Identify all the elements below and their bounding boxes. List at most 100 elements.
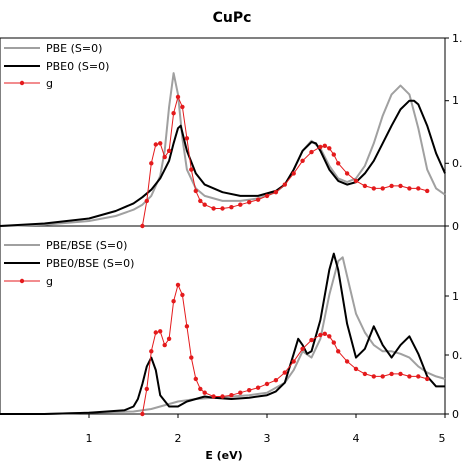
panel-1-series-2-point-12 [193, 376, 198, 382]
panel-1-series-2-point-40 [416, 374, 421, 379]
panel-0-series-2-point-15 [211, 206, 216, 211]
panel-0-series-2-point-23 [282, 182, 287, 187]
panel-0-series-2-point-29 [327, 146, 332, 151]
bottom-panel-ytick-0: 0 [452, 408, 459, 421]
panel-1-series-2-point-11 [189, 355, 194, 360]
panel-0-series-2-point-36 [380, 186, 385, 191]
panel-0-series-0-line [0, 72, 446, 227]
panel-0-series-2-point-10 [184, 136, 190, 141]
x-tick-1: 1 [86, 432, 93, 445]
legend-label-g: g [46, 77, 53, 90]
x-axis-label: E (eV) [205, 449, 242, 462]
panel-1-series-1-line [0, 252, 445, 415]
panel-1-series-2-point-27 [318, 332, 323, 338]
top-panel-ytick-3: 1. [452, 32, 463, 45]
panel-1-series-2-point-13 [198, 386, 203, 392]
x-tick-4: 4 [353, 432, 360, 445]
panel-1-series-2-point-1 [144, 386, 149, 392]
panel-1-series-2-point-14 [202, 390, 207, 395]
panel-0-series-2-point-11 [189, 167, 194, 172]
panel-0-series-2-point-38 [398, 183, 403, 189]
panel-1-series-2-point-22 [273, 378, 279, 383]
panel-1-series-2-point-35 [371, 374, 376, 379]
panel-1-series-2-point-0 [140, 411, 145, 417]
panel-0-series-2-point-8 [175, 94, 181, 100]
panel-0-series-2-point-20 [255, 197, 261, 202]
panel-0-series-2-point-16 [220, 206, 225, 211]
panel-0-series-2-point-35 [371, 186, 376, 191]
top-panel-plot [0, 72, 446, 229]
panel-1-series-2-point-29 [327, 334, 332, 339]
panel-1-series-2-point-31 [336, 349, 341, 354]
panel-0-series-2-point-31 [336, 161, 341, 166]
panel-1-series-2-point-7 [171, 299, 176, 304]
panel-0-series-2-point-17 [229, 205, 234, 210]
x-tick-3: 3 [264, 432, 271, 445]
right-axis-ticks [445, 37, 449, 415]
panel-0-series-2-point-3 [153, 142, 158, 147]
legend-label-pbe-bse: PBE/BSE (S=0) [46, 239, 127, 252]
panel-1-series-2-point-2 [149, 349, 154, 354]
panel-0-series-2-point-13 [198, 198, 203, 204]
panel-1-series-2-point-8 [175, 282, 181, 288]
bottom-panel-frame [0, 225, 446, 415]
panel-0-series-2-point-6 [166, 148, 172, 153]
panel-1-series-2-point-16 [220, 394, 225, 399]
panel-0-series-2-point-18 [238, 202, 243, 207]
panel-0-series-2-point-34 [362, 183, 368, 189]
legend-label-pbe0-bse: PBE0/BSE (S=0) [46, 257, 134, 270]
panel-1-series-2-point-15 [211, 394, 216, 399]
panel-0-series-2-point-22 [273, 190, 279, 195]
bottom-panel-ytick-2: 1 [452, 290, 459, 303]
top-panel-ytick-1: 0. [452, 157, 463, 170]
panel-1-series-2-point-30 [331, 340, 336, 345]
panel-0-series-1-line [0, 99, 446, 227]
legend-label-pbe: PBE (S=0) [46, 42, 102, 55]
panel-0-series-2-point-4 [158, 141, 163, 146]
bottom-panel-legend: PBE/BSE (S=0) PBE0/BSE (S=0) g [4, 239, 134, 288]
panel-0-series-2-point-25 [300, 158, 305, 163]
panel-1-series-2-point-6 [166, 336, 172, 341]
panel-0-series-2-point-28 [322, 143, 327, 148]
panel-0-series-2-point-19 [247, 200, 252, 205]
chart-title: CuPc [213, 10, 252, 26]
top-panel-ytick-0: 0 [452, 220, 459, 233]
panel-1-series-2-point-17 [229, 393, 234, 398]
panel-1-series-2-point-38 [398, 371, 403, 377]
panel-0-series-2-point-21 [264, 193, 270, 199]
legend-label-pbe0: PBE0 (S=0) [46, 60, 109, 73]
panel-1-series-2-point-28 [322, 331, 327, 336]
panel-0-series-2-point-0 [140, 223, 145, 229]
panel-0-series-2-point-40 [416, 186, 421, 191]
panel-1-series-2-point-34 [362, 371, 368, 377]
panel-0-series-2-point-27 [318, 144, 323, 150]
panel-1-series-2-point-24 [291, 359, 296, 364]
bottom-panel-plot [0, 252, 446, 417]
panel-0-series-2-point-39 [407, 186, 412, 191]
panel-1-series-2-point-26 [309, 337, 314, 343]
panel-0-series-2-point-9 [180, 104, 185, 110]
panel-0-series-2-point-14 [202, 202, 207, 207]
panel-1-series-2-point-39 [407, 374, 412, 379]
panel-0-series-2-point-32 [344, 171, 350, 176]
panel-1-series-2-point-25 [300, 346, 305, 351]
panel-1-series-2-point-23 [282, 370, 287, 375]
panel-1-series-2-point-41 [425, 376, 430, 382]
legend-marker-g [19, 80, 25, 86]
x-tick-2: 2 [175, 432, 182, 445]
panel-1-series-2-point-9 [180, 292, 185, 298]
panel-0-series-2-point-30 [331, 152, 336, 157]
panel-1-series-2-point-3 [153, 330, 158, 335]
panel-1-series-2-point-32 [344, 359, 350, 364]
x-axis-ticks [88, 414, 446, 418]
panel-1-series-2-point-10 [184, 324, 190, 329]
panel-1-series-2-point-5 [162, 342, 167, 348]
panel-0-series-2-point-33 [353, 178, 359, 184]
panel-1-series-2-line [141, 284, 428, 415]
panel-0-series-2-point-1 [144, 198, 149, 204]
panel-1-series-2-point-19 [247, 388, 252, 393]
panel-0-series-2-point-41 [425, 188, 430, 194]
panel-1-series-2-point-37 [389, 371, 394, 377]
panel-0-series-2-point-24 [291, 171, 296, 176]
